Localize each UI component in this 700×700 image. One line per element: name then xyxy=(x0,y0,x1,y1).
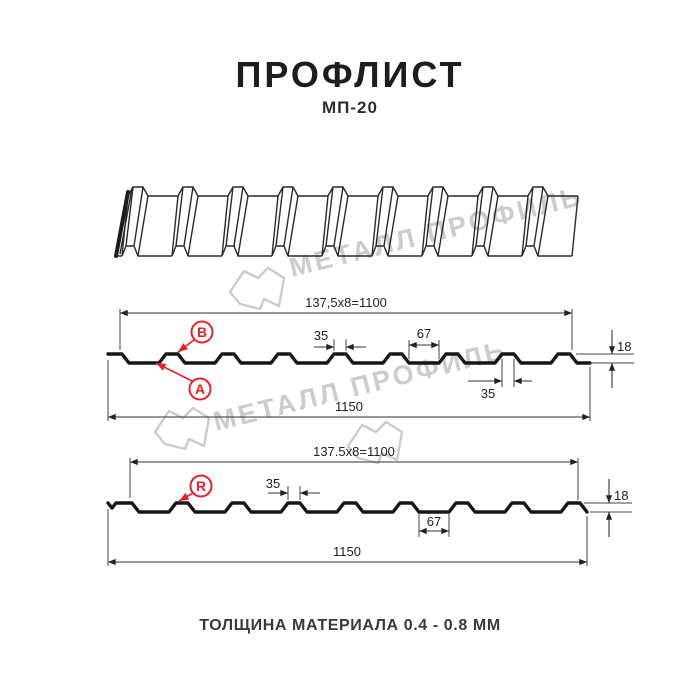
brand-logo-icon xyxy=(228,266,286,311)
dim-valley-label-r: 67 xyxy=(427,514,441,529)
side-label-b-text: B xyxy=(197,324,207,340)
dim-valley-ab: 67 xyxy=(408,326,440,359)
dim-module-r: 137.5x8=1100 xyxy=(129,444,579,500)
dim-crest-top-label-ab: 35 xyxy=(314,328,328,343)
side-label-a-text: A xyxy=(195,381,205,397)
dim-height-label-ab: 18 xyxy=(617,339,631,354)
product-code: МП-20 xyxy=(322,98,378,117)
sheet-corrugation-lines xyxy=(116,186,579,257)
dim-module-ab: 137,5x8=1100 xyxy=(119,295,573,350)
dim-valley-label-ab: 67 xyxy=(417,326,431,341)
sheet-3d-view xyxy=(114,186,579,258)
side-label-b-circle xyxy=(190,320,214,344)
profile-outline-r xyxy=(106,501,589,514)
dim-height-label-r: 18 xyxy=(614,488,628,503)
dim-crest-r: 35 xyxy=(266,476,320,500)
dim-crest-label-r: 35 xyxy=(266,476,280,491)
dim-overall-ab: 1150 xyxy=(107,360,591,421)
dim-overall-r: 1150 xyxy=(107,509,588,566)
dim-overall-label-ab: 1150 xyxy=(335,399,363,414)
side-label-a: A xyxy=(155,362,212,401)
sheet-cut-edge xyxy=(114,190,130,258)
dim-height-r: 18 xyxy=(584,479,632,537)
dim-crest-bottom-label-ab: 35 xyxy=(481,386,495,401)
brand-logo-icon xyxy=(153,406,211,451)
side-label-r: R xyxy=(178,474,213,502)
dim-crest-bottom-ab: 35 xyxy=(468,359,532,401)
profile-outline-ab xyxy=(106,352,592,365)
page-title: ПРОФЛИСТ xyxy=(235,54,465,95)
side-label-r-text: R xyxy=(196,478,206,494)
dim-module-label-ab: 137,5x8=1100 xyxy=(305,295,387,310)
thickness-note: ТОЛЩИНА МАТЕРИАЛА 0.4 - 0.8 ММ xyxy=(199,617,501,634)
brand-watermark-middle: МЕТАЛЛ ПРОФИЛЬ xyxy=(153,335,510,451)
dim-height-ab: 18 xyxy=(576,330,634,388)
side-label-b: B xyxy=(177,320,214,353)
dim-crest-top-ab: 35 xyxy=(314,328,366,351)
side-label-r-circle xyxy=(189,474,213,498)
sheet-cut-edge-inner xyxy=(119,187,133,255)
cross-section-r: 137.5x8=1100 35 67 18 xyxy=(106,444,632,566)
dim-overall-label-r: 1150 xyxy=(333,544,361,559)
brand-watermark-upper: МЕТАЛЛ ПРОФИЛЬ xyxy=(228,181,586,311)
cross-section-ab: 137,5x8=1100 35 67 35 xyxy=(106,295,634,421)
dim-module-label-r: 137.5x8=1100 xyxy=(313,444,395,459)
brand-watermark-text: МЕТАЛЛ ПРОФИЛЬ xyxy=(210,335,510,437)
dim-valley-r: 67 xyxy=(418,514,450,537)
side-label-a-circle xyxy=(188,377,212,401)
